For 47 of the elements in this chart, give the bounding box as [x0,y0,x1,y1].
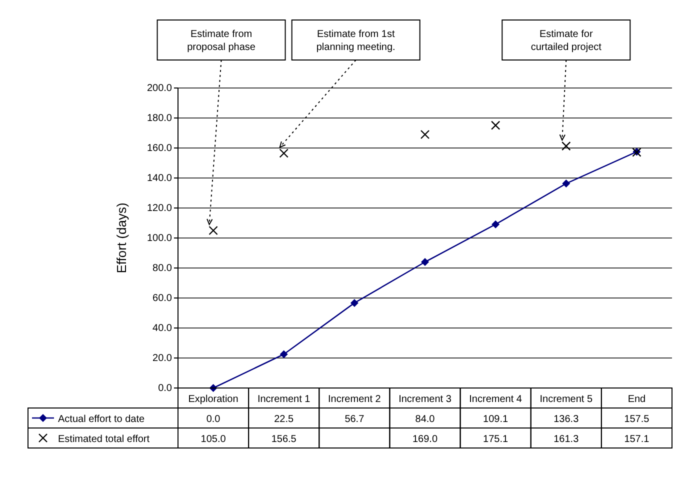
x-tick-label: Increment 1 [257,394,311,405]
y-tick-label: 140.0 [146,173,172,184]
point [562,180,570,188]
data-label: 22.5 [274,414,294,425]
y-tick-label: 200.0 [146,83,172,94]
y-axis-title: Effort (days) [114,202,129,274]
x-tick-label: Increment 3 [398,394,452,405]
point [420,130,430,140]
data-label: 105.0 [200,434,226,445]
point [208,226,218,236]
y-tick-label: 40.0 [152,323,172,334]
y-tick-label: 80.0 [152,263,172,274]
data-label: 175.1 [483,434,509,445]
y-tick-label: 20.0 [152,353,172,364]
data-label: 0.0 [206,414,221,425]
point [562,141,571,151]
x-tick-label: Increment 2 [328,394,382,405]
data-label: 109.1 [483,414,509,425]
y-tick-label: 120.0 [146,203,172,214]
x-tick-label: Exploration [188,394,238,405]
x-tick-label: End [628,394,646,405]
y-tick-label: 0.0 [158,383,172,394]
data-label: 169.0 [412,434,438,445]
annotation: Estimate from 1st planning meeting. [316,29,396,53]
point [490,120,500,130]
data-label: 157.1 [624,434,650,445]
y-tick-label: 160.0 [146,143,172,154]
point [350,298,358,307]
point [492,220,500,228]
data-label: 84.0 [415,414,436,425]
point [280,350,288,358]
y-tick-label: 180.0 [146,113,172,124]
x-tick-label: Increment 5 [540,394,593,405]
y-tick-label: 60.0 [152,293,172,304]
legend-label: Estimated total effort [58,434,150,445]
point [279,148,288,158]
legend-label: Actual effort to date [58,414,145,425]
data-label: 161.3 [554,434,580,445]
y-tick-label: 100.0 [146,233,172,244]
data-label: 56.7 [344,414,365,425]
data-label: 136.3 [554,414,580,425]
point [421,258,429,266]
annotation: Estimate for curtailed project [530,29,602,53]
annotation: Estimate from proposal phase [187,29,256,53]
data-label: 156.5 [271,434,297,445]
x-tick-label: Increment 4 [469,394,522,405]
data-label: 157.5 [624,414,650,425]
